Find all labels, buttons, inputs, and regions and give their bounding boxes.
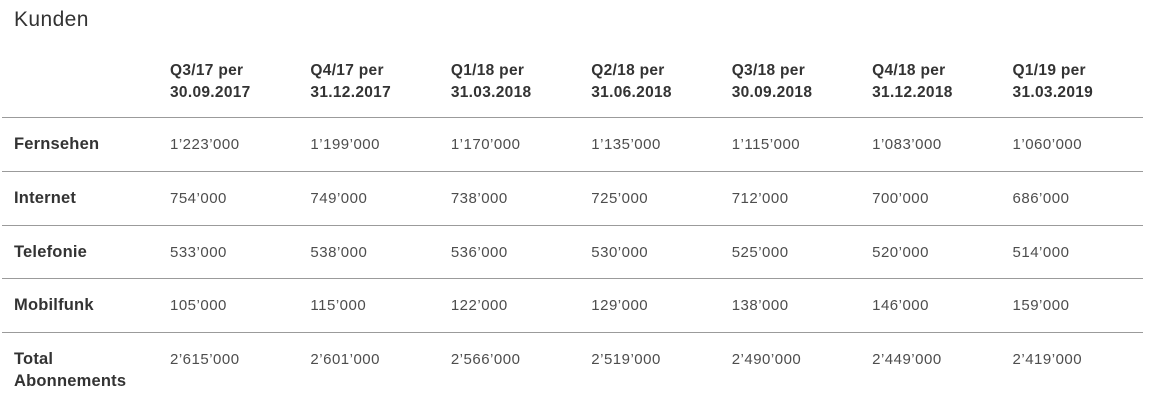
- header-empty-cell: [2, 46, 160, 118]
- cell-value: 1’115’000: [731, 136, 801, 153]
- cell-value: 525’000: [731, 243, 789, 261]
- table-row-mobilfunk: Mobilfunk 105’000 115’000 122’000 129’00…: [2, 279, 1143, 333]
- cell-value: 1’060’000: [1012, 136, 1083, 153]
- cell-value: 1’223’000: [170, 136, 240, 153]
- cell-value: 1’083’000: [872, 136, 942, 153]
- table-body: Fernsehen 1’223’000 1’199’000 1’170’000 …: [2, 118, 1143, 406]
- header-row: Q3/17 per 30.09.2017 Q4/17 per 31.12.201…: [2, 46, 1143, 118]
- cell-value: 725’000: [591, 189, 649, 207]
- table-header: Q3/17 per 30.09.2017 Q4/17 per 31.12.201…: [2, 46, 1143, 118]
- section-title: Kunden: [14, 8, 89, 31]
- cell-value: 749’000: [310, 189, 368, 207]
- column-header-q1-18: Q1/18 per 31.03.2018: [450, 62, 532, 101]
- cell-value: 514’000: [1012, 243, 1070, 261]
- column-header-q3-18: Q3/18 per 30.09.2018: [731, 62, 813, 101]
- cell-value: 129’000: [591, 297, 649, 315]
- column-header-q2-18: Q2/18 per 31.06.2018: [591, 62, 672, 101]
- cell-value: 2’566’000: [450, 351, 521, 369]
- column-header-q1-19: Q1/19 per 31.03.2019: [1012, 62, 1094, 101]
- row-label: Total Abonnements: [14, 350, 127, 390]
- cell-value: 520’000: [872, 243, 929, 261]
- cell-value: 122’000: [450, 297, 508, 315]
- cell-value: 105’000: [170, 297, 227, 315]
- table-row-total-abonnements: Total Abonnements 2’615’000 2’601’000 2’…: [2, 333, 1143, 406]
- row-label: Telefonie: [14, 242, 88, 261]
- cell-value: 1’170’000: [450, 136, 521, 153]
- cell-value: 2’449’000: [872, 351, 942, 369]
- cell-value: 533’000: [170, 243, 227, 261]
- cell-value: 754’000: [170, 189, 227, 207]
- cell-value: 2’519’000: [591, 351, 661, 369]
- cell-value: 138’000: [731, 297, 789, 315]
- cell-value: 1’199’000: [310, 136, 380, 153]
- column-header-q3-17: Q3/17 per 30.09.2017: [170, 62, 251, 101]
- cell-value: 536’000: [450, 243, 508, 261]
- cell-value: 2’419’000: [1012, 351, 1083, 369]
- kunden-table: Q3/17 per 30.09.2017 Q4/17 per 31.12.201…: [2, 46, 1143, 406]
- cell-value: 738’000: [450, 189, 508, 207]
- row-label: Internet: [14, 188, 77, 207]
- cell-value: 712’000: [731, 189, 789, 207]
- cell-value: 686’000: [1012, 189, 1070, 207]
- cell-value: 115’000: [310, 297, 367, 315]
- cell-value: 1’135’000: [591, 136, 661, 153]
- cell-value: 2’615’000: [170, 351, 240, 369]
- cell-value: 2’490’000: [731, 351, 802, 369]
- cell-value: 146’000: [872, 297, 929, 315]
- table-row-fernsehen: Fernsehen 1’223’000 1’199’000 1’170’000 …: [2, 118, 1143, 172]
- row-label: Fernsehen: [14, 135, 100, 153]
- cell-value: 2’601’000: [310, 351, 380, 369]
- table-row-telefonie: Telefonie 533’000 538’000 536’000 530’00…: [2, 225, 1143, 279]
- column-header-q4-17: Q4/17 per 31.12.2017: [310, 62, 391, 101]
- row-label: Mobilfunk: [14, 296, 94, 315]
- cell-value: 538’000: [310, 243, 368, 261]
- table-row-internet: Internet 754’000 749’000 738’000 725’000…: [2, 171, 1143, 226]
- column-header-q4-18: Q4/18 per 31.12.2018: [872, 62, 953, 101]
- cell-value: 700’000: [872, 189, 929, 207]
- cell-value: 159’000: [1012, 297, 1070, 315]
- cell-value: 530’000: [591, 243, 649, 261]
